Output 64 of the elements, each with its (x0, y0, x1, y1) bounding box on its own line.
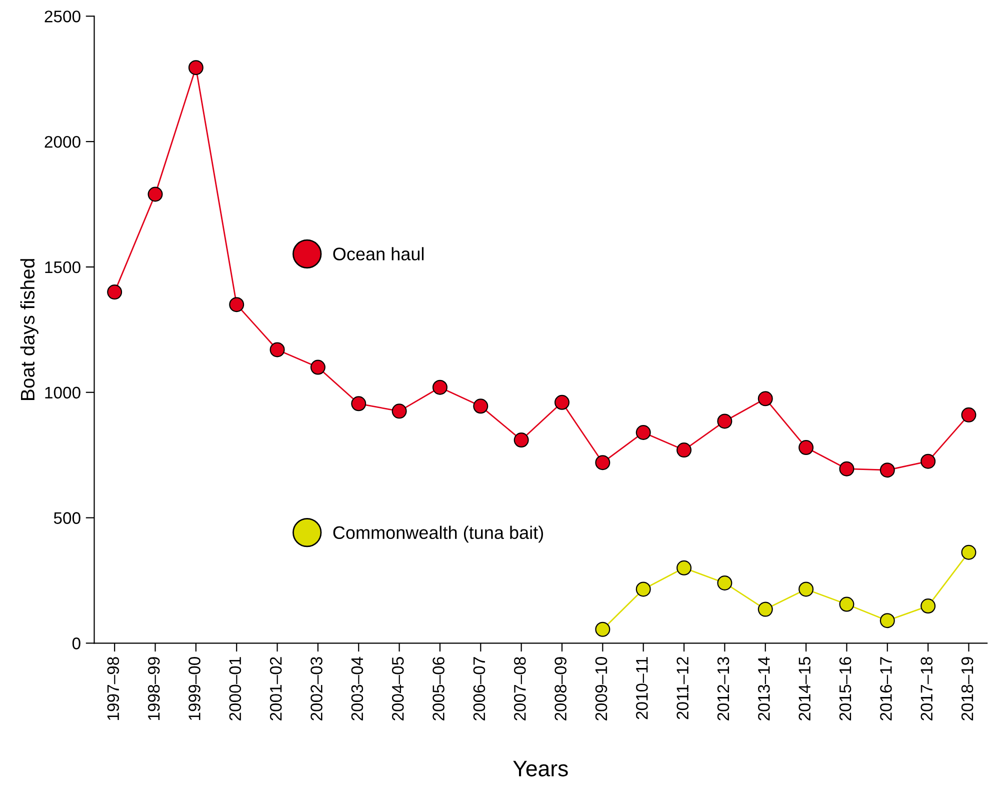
point (554, 394, 570, 410)
y-tick-label: 1500 (45, 261, 80, 274)
y-tick-label: 1000 (45, 386, 80, 399)
x-tick-label: 2000–01 (229, 657, 242, 720)
point (961, 407, 976, 422)
x-axis-title: Years (513, 760, 568, 776)
point (676, 560, 692, 576)
point (595, 455, 610, 470)
point (636, 582, 651, 597)
x-tick-label: 2012–13 (717, 657, 730, 720)
point (188, 60, 204, 76)
point (798, 440, 814, 456)
x-tick-label: 2005–06 (432, 657, 444, 720)
legend-label: Commonwealth (tuna bait) (333, 526, 544, 543)
point (676, 442, 692, 458)
point (392, 404, 407, 419)
point (432, 380, 448, 395)
x-tick-label: 2016–17 (880, 657, 892, 720)
legend-label: Ocean haul (333, 247, 424, 260)
x-tick-label: 2010–11 (636, 657, 648, 720)
point (310, 360, 326, 375)
x-tick-label: 2008–09 (554, 657, 566, 720)
point (107, 284, 122, 300)
x-tick-label: 2015–16 (839, 657, 852, 720)
point (595, 622, 610, 637)
x-tick-label: 1997–98 (107, 657, 120, 720)
point (920, 598, 936, 614)
x-tick-label: 2017–18 (920, 657, 933, 720)
x-tick-label: 2013–14 (758, 656, 770, 720)
x-tick-label: 2006–07 (473, 657, 486, 720)
point (758, 391, 773, 406)
point (839, 461, 854, 476)
x-tick-label: 2001–02 (270, 657, 282, 720)
x-tick-label: 1998–99 (148, 657, 160, 720)
x-tick-label: 2018–19 (961, 657, 974, 720)
y-tick-label: 0 (72, 638, 80, 650)
point (148, 186, 163, 202)
x-tick-label: 2002–03 (310, 657, 322, 720)
x-tick-label: 2014–15 (798, 657, 811, 720)
point (514, 432, 529, 448)
point (717, 575, 732, 590)
point (636, 424, 651, 440)
x-tick-label: 2004–05 (392, 657, 404, 720)
point (473, 398, 488, 414)
x-tick-label: 2009–10 (595, 656, 608, 720)
y-axis-title: Boat days fished (20, 259, 38, 400)
point (758, 602, 773, 617)
y-tick-label: 2500 (44, 10, 80, 22)
x-tick-label: 2007–08 (514, 657, 526, 720)
point (717, 414, 732, 429)
point (839, 596, 854, 612)
point (880, 462, 895, 478)
x-tick-label: 1999–00 (188, 656, 200, 720)
point (351, 396, 366, 412)
x-tick-label: 2011–12 (676, 657, 688, 720)
point (961, 544, 976, 560)
point (798, 582, 814, 597)
point (270, 342, 285, 358)
x-tick-label: 2003–04 (351, 656, 364, 720)
point (920, 454, 936, 469)
y-tick-label: 2000 (44, 136, 80, 148)
point (880, 613, 895, 628)
point (229, 297, 244, 312)
y-tick-label: 500 (54, 512, 80, 524)
